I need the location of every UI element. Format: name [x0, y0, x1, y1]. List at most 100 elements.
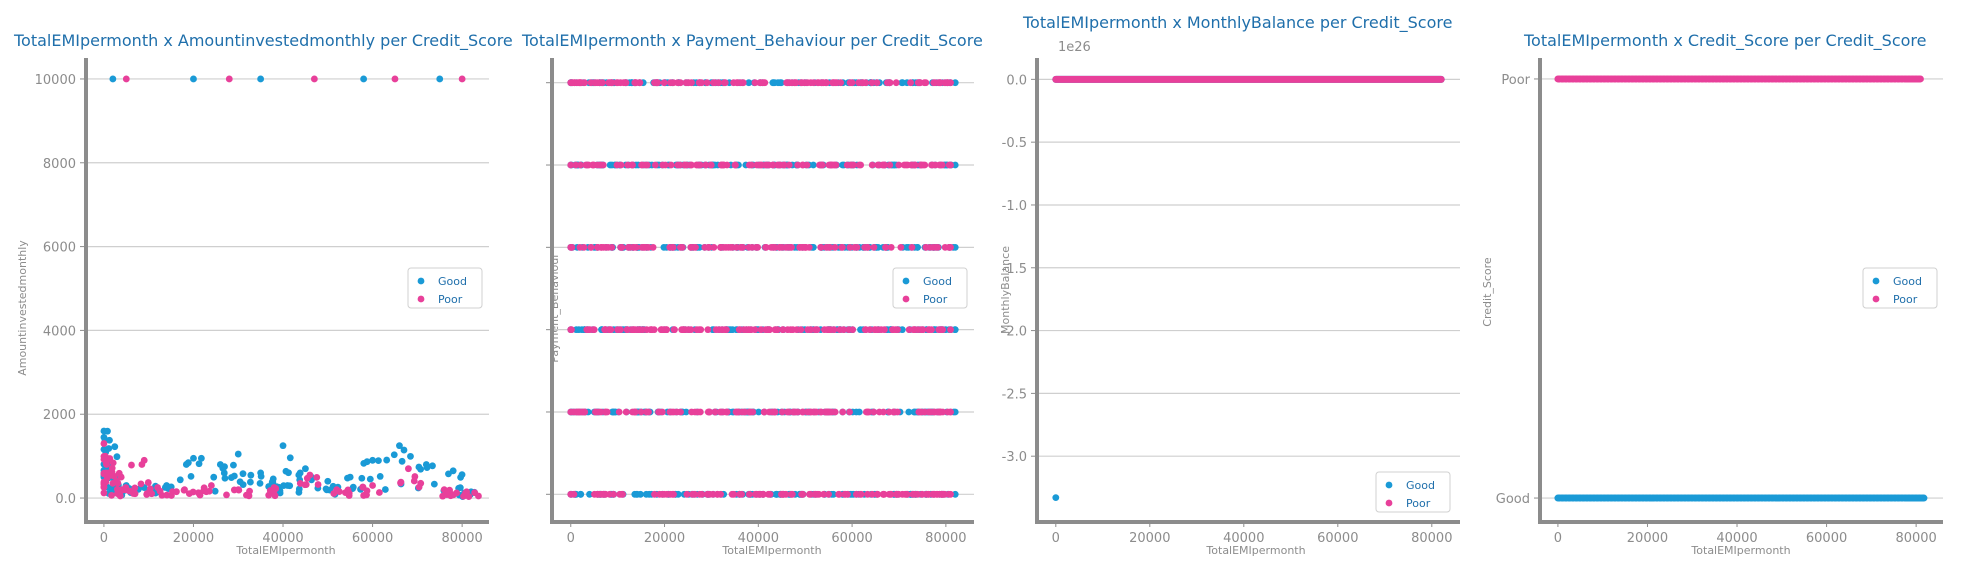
data-point: [937, 161, 945, 169]
y-tick-label: -1.5: [1002, 262, 1027, 277]
data-point: [285, 469, 292, 477]
data-point: [875, 408, 883, 416]
data-point: [128, 461, 135, 469]
data-point: [658, 326, 666, 334]
data-point: [1052, 494, 1060, 502]
data-point: [143, 490, 151, 497]
panel-monthly-balance: TotalEMIpermonth x MonthlyBalance per Cr…: [999, 13, 1460, 557]
data-point: [870, 408, 878, 416]
y-offset-text: 1e26: [1058, 40, 1091, 55]
data-point: [702, 161, 710, 169]
data-point: [182, 461, 190, 468]
data-point: [621, 79, 629, 87]
legend-label: Good: [1406, 479, 1435, 492]
data-point: [886, 161, 894, 169]
data-point: [866, 326, 874, 334]
data-point: [100, 469, 108, 477]
y-tick-label: -0.5: [1002, 136, 1027, 151]
data-point: [847, 161, 855, 169]
data-point: [234, 450, 242, 458]
data-point: [831, 408, 839, 416]
data-point: [655, 408, 663, 416]
data-point: [816, 161, 823, 169]
data-point: [720, 243, 728, 251]
data-point: [460, 492, 467, 500]
legend-marker: [1872, 295, 1880, 303]
data-point: [838, 243, 846, 251]
data-point: [868, 161, 876, 169]
x-axis-label: TotalEMIpermonth: [1205, 544, 1305, 557]
data-point: [830, 326, 838, 334]
data-point: [324, 477, 332, 485]
legend-label: Poor: [1406, 497, 1431, 510]
data-point: [615, 408, 623, 416]
data-point: [889, 326, 897, 334]
data-point: [870, 243, 878, 251]
panel-title: TotalEMIpermonth x MonthlyBalance per Cr…: [1022, 13, 1452, 33]
data-point: [190, 75, 197, 83]
data-point: [195, 460, 203, 468]
data-point: [873, 79, 881, 87]
y-tick-label: Good: [1496, 492, 1530, 507]
data-point: [907, 79, 914, 87]
data-point: [593, 79, 601, 87]
data-point: [905, 408, 913, 416]
data-point: [330, 490, 338, 497]
y-axis-label: MonthlyBalance: [999, 246, 1012, 334]
data-point: [879, 490, 887, 498]
legend-label: Poor: [1893, 293, 1918, 306]
data-point: [951, 79, 959, 87]
data-point: [669, 243, 677, 251]
x-tick-label: 60000: [352, 531, 393, 546]
data-point: [677, 79, 684, 87]
data-point: [567, 243, 575, 251]
data-point: [745, 79, 753, 87]
data-point: [567, 408, 575, 416]
data-point: [905, 326, 913, 334]
data-point: [445, 470, 452, 478]
data-point: [908, 243, 916, 251]
data-point: [601, 326, 609, 334]
data-point: [918, 490, 926, 498]
data-point: [586, 490, 593, 498]
data-point: [335, 488, 343, 495]
data-point: [359, 483, 367, 491]
legend-marker: [417, 277, 425, 285]
x-tick-label: 0: [1052, 531, 1060, 546]
panel-title: TotalEMIpermonth x Credit_Score per Cred…: [1523, 31, 1926, 51]
data-point: [100, 453, 108, 460]
data-point: [280, 482, 288, 490]
data-point: [799, 490, 806, 498]
data-point: [679, 243, 686, 251]
y-tick-label: 2000: [43, 408, 76, 423]
data-point: [579, 408, 586, 416]
x-tick-label: 0: [100, 531, 108, 546]
data-point: [246, 478, 254, 486]
x-axis-label: TotalEMIpermonth: [1690, 544, 1790, 557]
data-point: [630, 243, 637, 251]
x-tick-label: 80000: [441, 531, 482, 546]
data-point: [256, 479, 264, 487]
data-point: [608, 408, 616, 416]
data-point: [100, 489, 108, 497]
data-point: [221, 463, 228, 471]
data-point: [731, 161, 739, 169]
data-point: [360, 75, 368, 83]
data-point: [758, 161, 766, 169]
data-point: [602, 243, 610, 251]
data-point: [755, 408, 763, 416]
data-point: [752, 243, 760, 251]
data-point: [831, 243, 839, 251]
data-point: [375, 489, 383, 496]
data-point: [925, 490, 933, 498]
x-tick-label: 0: [1554, 531, 1562, 546]
data-point: [861, 326, 869, 334]
data-point: [802, 243, 810, 251]
data-point: [397, 479, 404, 487]
data-point: [845, 326, 853, 334]
data-point: [682, 79, 690, 87]
data-point: [765, 408, 773, 416]
x-tick-label: 60000: [1806, 531, 1847, 546]
data-point: [110, 472, 118, 480]
